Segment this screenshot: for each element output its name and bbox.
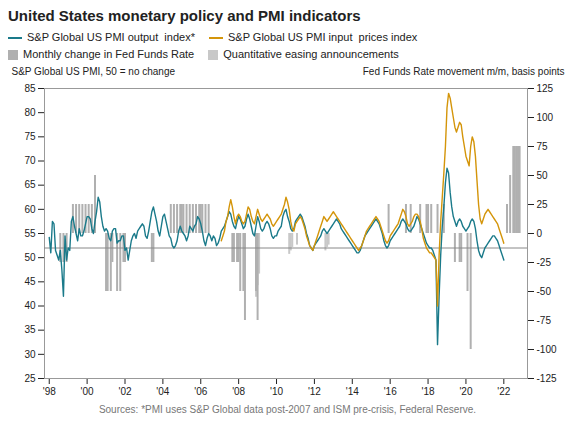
svg-text:'18: '18	[422, 386, 435, 397]
svg-text:65: 65	[24, 179, 36, 190]
svg-text:50: 50	[537, 170, 549, 181]
svg-text:'16: '16	[384, 386, 397, 397]
svg-text:-25: -25	[537, 257, 552, 268]
html-text:Sources: *PMI uses S&P Global: Sources: *PMI uses S&P Global data post-…	[98, 404, 477, 415]
svg-text:25: 25	[24, 373, 36, 384]
html-text:Monthly change in Fed Funds Ra: Monthly change in Fed Funds Rate	[23, 48, 195, 60]
svg-text:-125: -125	[537, 373, 557, 384]
svg-text:'00: '00	[81, 386, 94, 397]
svg-text:-75: -75	[537, 315, 552, 326]
svg-text:85: 85	[24, 83, 36, 94]
svg-text:35: 35	[24, 324, 36, 335]
svg-text:'12: '12	[308, 386, 321, 397]
html-text:United States monetary policy: United States monetary policy and PMI in…	[8, 7, 361, 24]
html-text:S&P Global US PMI output index: S&P Global US PMI output index*	[27, 31, 195, 43]
svg-text:Fed Funds Rate movement m/m, b: Fed Funds Rate movement m/m, basis point…	[363, 66, 565, 77]
html-text:S&P Global US PMI input prices: S&P Global US PMI input prices index	[228, 31, 418, 43]
svg-text:55: 55	[24, 228, 36, 239]
svg-text:30: 30	[24, 349, 36, 360]
svg-text:'10: '10	[270, 386, 283, 397]
svg-text:60: 60	[24, 204, 36, 215]
svg-text:125: 125	[537, 83, 554, 94]
svg-text:-100: -100	[537, 344, 557, 355]
svg-text:'02: '02	[118, 386, 131, 397]
svg-text:70: 70	[24, 155, 36, 166]
svg-text:'04: '04	[156, 386, 169, 397]
svg-text:'20: '20	[459, 386, 472, 397]
svg-text:25: 25	[537, 199, 549, 210]
svg-text:'22: '22	[497, 386, 510, 397]
svg-text:80: 80	[24, 107, 36, 118]
svg-text:'98: '98	[43, 386, 56, 397]
html-text:Quantitative easing announceme: Quantitative easing announcements	[223, 48, 399, 60]
svg-text:'08: '08	[232, 386, 245, 397]
svg-text:0: 0	[537, 228, 543, 239]
svg-text:75: 75	[537, 141, 549, 152]
svg-text:-50: -50	[537, 286, 552, 297]
svg-text:'06: '06	[194, 386, 207, 397]
svg-text:'14: '14	[346, 386, 359, 397]
svg-text:S&P Global US PMI, 50 = no cha: S&P Global US PMI, 50 = no change	[12, 66, 176, 77]
svg-text:50: 50	[24, 252, 36, 263]
svg-text:100: 100	[537, 112, 554, 123]
svg-text:75: 75	[24, 131, 36, 142]
svg-text:45: 45	[24, 276, 36, 287]
svg-text:40: 40	[24, 300, 36, 311]
